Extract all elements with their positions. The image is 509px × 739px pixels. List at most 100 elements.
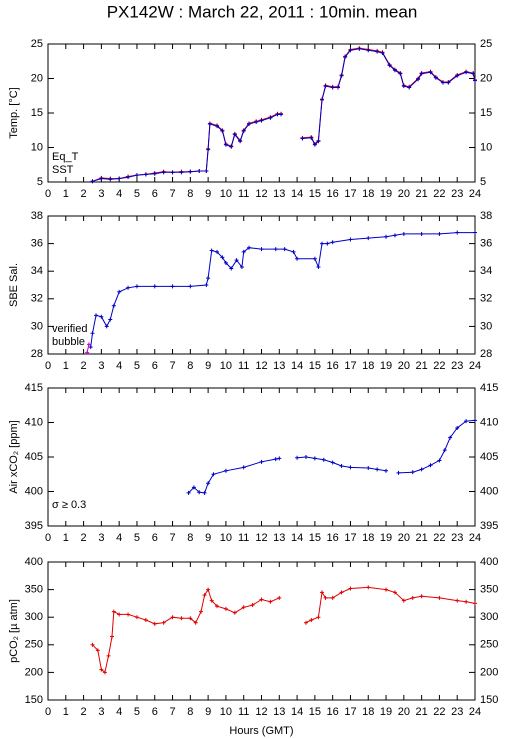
x-tick-label: 1 (63, 532, 69, 544)
data-point (234, 258, 239, 263)
y-tick-label: 395 (25, 520, 43, 532)
x-tick-label: 0 (45, 532, 51, 544)
x-tick-label: 15 (309, 360, 321, 372)
x-tick-label: 21 (416, 188, 428, 200)
x-tick-label: 20 (398, 360, 410, 372)
data-point (206, 587, 211, 592)
y-tick-label: 400 (25, 556, 43, 568)
data-point (95, 648, 100, 653)
y-tick-label-right: 250 (480, 639, 498, 651)
legend-label: Eq_T (52, 151, 79, 163)
data-point (90, 179, 95, 184)
data-point (223, 468, 228, 473)
y-tick-label-right: 25 (480, 38, 492, 50)
data-point (375, 49, 380, 54)
x-tick-label: 9 (205, 532, 211, 544)
y-tick-label: 300 (25, 611, 43, 623)
y-tick-label-right: 395 (480, 520, 498, 532)
data-point (348, 586, 353, 591)
y-tick-label: 150 (25, 694, 43, 706)
x-tick-label: 21 (416, 360, 428, 372)
x-tick-label: 19 (380, 188, 392, 200)
y-tick-label: 10 (31, 141, 43, 153)
x-tick-label: 4 (116, 532, 122, 544)
data-point (428, 463, 433, 468)
legend-label: SST (52, 164, 74, 176)
y-tick-label-right: 400 (480, 556, 498, 568)
data-point (232, 132, 237, 137)
y-axis-label: pCO₂ [µ atm] (8, 599, 20, 663)
x-tick-label: 4 (116, 360, 122, 372)
data-point (339, 463, 344, 468)
x-tick-label: 20 (398, 706, 410, 718)
x-tick-label: 20 (398, 188, 410, 200)
data-point (277, 456, 282, 461)
data-point (279, 112, 284, 117)
data-point (206, 276, 211, 281)
data-point (215, 604, 220, 609)
data-point (319, 97, 324, 102)
data-point (319, 590, 324, 595)
y-tick-label-right: 15 (480, 107, 492, 119)
data-point (366, 236, 371, 241)
y-tick-label: 36 (31, 238, 43, 250)
data-point (117, 612, 122, 617)
data-point (247, 122, 252, 127)
x-tick-label: 15 (309, 706, 321, 718)
data-point (336, 85, 341, 90)
data-point (330, 240, 335, 245)
data-point (323, 595, 328, 600)
x-tick-label: 22 (433, 706, 445, 718)
x-tick-label: 6 (152, 532, 158, 544)
data-point (102, 670, 107, 675)
y-tick-label: 38 (31, 210, 43, 222)
y-tick-label-right: 38 (480, 210, 492, 222)
x-tick-label: 18 (362, 532, 374, 544)
data-point (99, 176, 104, 181)
x-tick-label: 17 (344, 532, 356, 544)
x-tick-label: 13 (273, 706, 285, 718)
data-point (277, 595, 282, 600)
data-point (259, 247, 264, 252)
data-point (206, 147, 211, 152)
data-point (86, 342, 91, 347)
x-tick-label: 16 (327, 360, 339, 372)
data-point (179, 616, 184, 621)
data-point (170, 170, 175, 175)
data-point (295, 256, 300, 261)
data-point (455, 73, 460, 78)
x-tick-label: 7 (169, 532, 175, 544)
y-tick-label: 32 (31, 293, 43, 305)
y-tick-label: 15 (31, 107, 43, 119)
data-point (215, 249, 220, 254)
x-tick-label: 2 (81, 360, 87, 372)
data-point (254, 119, 259, 124)
data-point (152, 284, 157, 289)
data-point (325, 241, 330, 246)
x-tick-label: 3 (98, 532, 104, 544)
data-point (108, 317, 113, 322)
data-point (223, 142, 228, 147)
data-point (401, 84, 406, 89)
data-point (330, 460, 335, 465)
data-point (401, 231, 406, 236)
data-point (446, 80, 451, 85)
data-point (323, 84, 328, 89)
data-point (117, 289, 122, 294)
data-point (392, 233, 397, 238)
x-tick-label: 1 (63, 706, 69, 718)
data-point (152, 621, 157, 626)
data-point (419, 231, 424, 236)
data-point (197, 168, 202, 173)
x-tick-label: 12 (255, 532, 267, 544)
data-point (206, 481, 211, 486)
x-tick-label: 23 (451, 360, 463, 372)
data-point (448, 435, 453, 440)
data-point (384, 234, 389, 239)
data-point (273, 247, 278, 252)
data-point (464, 419, 469, 424)
data-point (152, 171, 157, 176)
x-tick-label: 8 (187, 188, 193, 200)
data-point (316, 139, 321, 144)
data-point (464, 599, 469, 604)
